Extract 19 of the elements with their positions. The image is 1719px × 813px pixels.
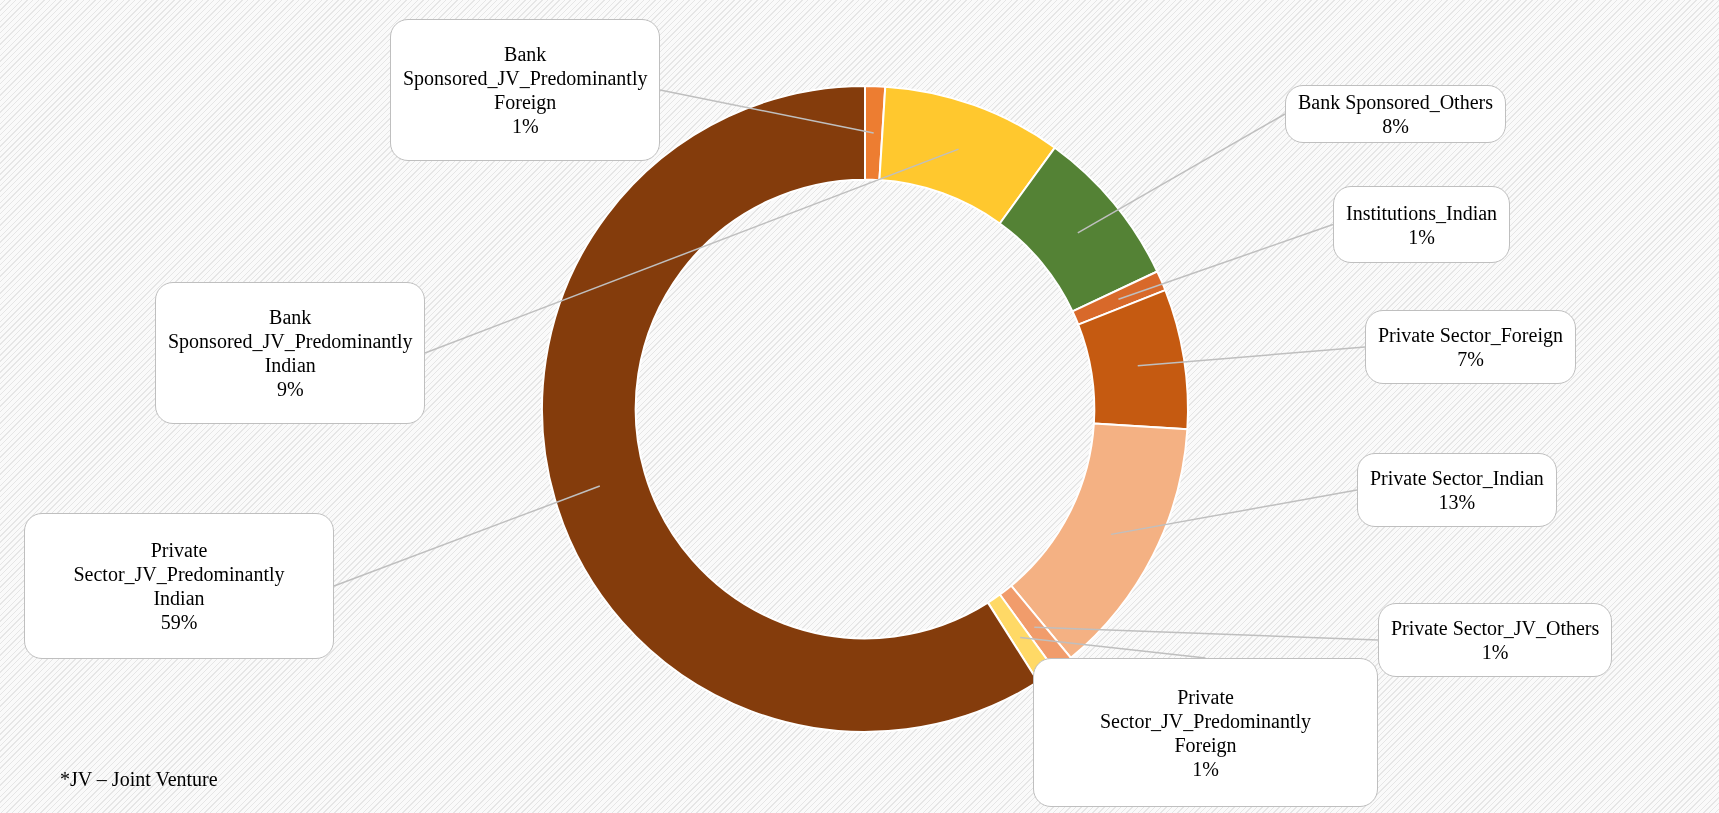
data-label: 59% — [159, 610, 199, 634]
slice-label: Private Sector_Indian — [1370, 466, 1544, 490]
data-label: 1% — [1407, 224, 1436, 249]
data-label: 1% — [1480, 640, 1510, 664]
slice-label: Private Sector_JV_Others — [1391, 616, 1600, 640]
data-label: 8% — [1381, 114, 1410, 138]
data-label: 1% — [510, 114, 540, 138]
data-label: 1% — [1191, 757, 1220, 781]
data-label: 13% — [1437, 490, 1477, 514]
slice-label: Institutions_Indian — [1346, 200, 1498, 225]
slice-label: Bank Sponsored_Others — [1298, 90, 1493, 114]
data-label: 9% — [275, 377, 305, 401]
slice-label: Private Sector_JV_Predominantly Foreign — [1098, 684, 1313, 757]
data-label: 7% — [1456, 347, 1485, 371]
slice-label: Bank Sponsored_JV_Predominantly Foreign — [403, 42, 648, 114]
slice-label: Bank Sponsored_JV_Predominantly Indian — [168, 305, 413, 377]
text: *JV – Joint Venture — [60, 768, 218, 791]
slice-label: Private Sector_Foreign — [1378, 323, 1563, 347]
slice-label: Private Sector_JV_Predominantly Indian — [72, 538, 286, 610]
